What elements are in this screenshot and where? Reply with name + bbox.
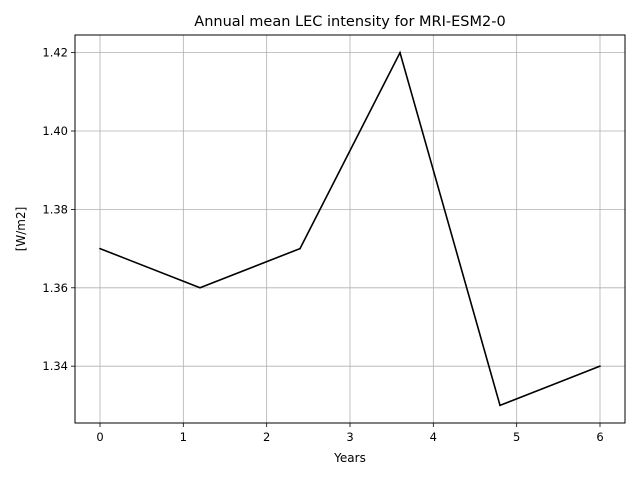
data-point <box>599 365 601 367</box>
x-tick-label: 6 <box>596 430 603 444</box>
y-axis-label: [W/m2] <box>14 207 28 252</box>
data-point <box>199 286 201 289</box>
y-tick-label: 1.40 <box>42 124 68 138</box>
chart-title: Annual mean LEC intensity for MRI-ESM2-0 <box>194 14 505 30</box>
x-axis-label: Years <box>333 451 366 465</box>
data-point <box>399 51 401 54</box>
y-axis-ticks: 1.34 1.36 1.38 1.40 1.42 <box>42 46 75 373</box>
x-tick-label: 1 <box>180 430 187 444</box>
data-point <box>99 247 101 250</box>
x-tick-label: 4 <box>430 430 437 444</box>
data-point <box>499 404 501 407</box>
y-tick-label: 1.38 <box>42 202 68 216</box>
y-tick-label: 1.36 <box>42 281 68 295</box>
x-tick-label: 5 <box>513 430 520 444</box>
y-tick-label: 1.34 <box>42 359 68 373</box>
x-tick-label: 0 <box>96 430 103 444</box>
series-layer <box>99 50 601 407</box>
grid <box>75 35 625 423</box>
x-tick-label: 3 <box>346 430 353 444</box>
y-tick-label: 1.42 <box>42 46 68 60</box>
data-point <box>299 247 301 250</box>
x-tick-label: 2 <box>263 430 270 444</box>
series-line <box>99 50 601 407</box>
x-axis-ticks: 0 1 2 3 4 5 6 <box>96 423 604 444</box>
